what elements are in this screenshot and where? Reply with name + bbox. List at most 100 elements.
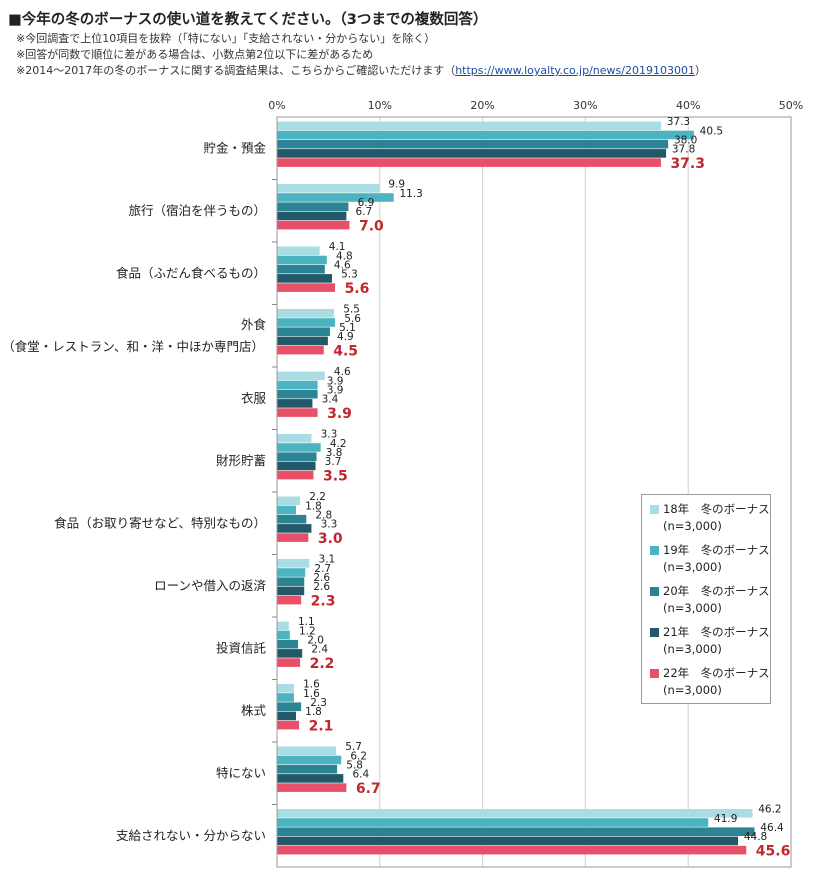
category-label: 旅行（宿泊を伴うもの） xyxy=(128,203,266,218)
data-label: 4.6 xyxy=(334,260,351,272)
data-label: 3.5 xyxy=(323,468,348,484)
x-tick-label: 10% xyxy=(368,99,392,112)
data-label: 1.8 xyxy=(305,500,322,512)
data-label: 5.5 xyxy=(343,304,360,316)
bar-s21 xyxy=(277,711,297,721)
data-label: 1.6 xyxy=(303,688,320,700)
legend-item: 20年 冬のボーナス (n=3,000) xyxy=(650,583,770,624)
data-label: 2.6 xyxy=(313,572,330,584)
bar-s22 xyxy=(277,658,301,667)
data-label: 3.1 xyxy=(319,554,336,566)
note-line-3-prefix: ※2014～2017年の冬のボーナスに関する調査結果は、こちらからご確認いただけ… xyxy=(16,64,456,77)
data-label: 4.9 xyxy=(337,331,354,343)
bar-s21 xyxy=(277,149,667,158)
data-label: 6.2 xyxy=(350,750,367,762)
data-label: 2.4 xyxy=(311,644,328,656)
data-label: 3.8 xyxy=(326,447,343,459)
bar-s22 xyxy=(277,470,314,480)
bar-s19 xyxy=(277,755,342,765)
bar-s20 xyxy=(277,639,299,649)
note-line-1: ※今回調査で上位10項目を抜粋（「特にない」「支給されない・分からない」を除く） xyxy=(16,32,436,45)
bar-s21 xyxy=(277,274,332,283)
bar-s21 xyxy=(277,774,344,783)
data-label: 5.6 xyxy=(345,281,370,297)
data-label: 5.3 xyxy=(341,269,358,281)
data-label: 3.7 xyxy=(325,456,342,468)
bar-s18 xyxy=(277,184,380,193)
page-title: ■今年の冬のボーナスの使い道を教えてください。（3つまでの複数回答） xyxy=(8,12,488,28)
data-label: 1.2 xyxy=(299,625,316,637)
note-line-2: ※回答が同数で順位に差がある場合は、小数点第2位以下に差があるため xyxy=(16,48,374,61)
data-label: 40.5 xyxy=(700,125,723,137)
bar-s19 xyxy=(277,130,694,140)
x-tick-label: 40% xyxy=(676,99,700,112)
bar-s20 xyxy=(277,764,338,774)
data-label: 3.9 xyxy=(327,375,344,387)
data-label: 2.0 xyxy=(307,635,324,647)
bar-s21 xyxy=(277,836,739,846)
data-label: 3.3 xyxy=(321,429,338,441)
legend-label: 21年 冬のボーナス (n=3,000) xyxy=(663,625,770,656)
data-label: 6.9 xyxy=(358,197,375,209)
data-label: 5.6 xyxy=(344,313,361,325)
bar-s22 xyxy=(277,345,324,355)
data-label: 11.3 xyxy=(399,188,422,200)
legend-label: 18年 冬のボーナス (n=3,000) xyxy=(663,502,770,533)
legend-swatch xyxy=(650,546,659,555)
data-label: 3.9 xyxy=(327,385,344,397)
bar-s19 xyxy=(277,693,294,702)
data-label: 6.4 xyxy=(352,769,369,781)
bar-s18 xyxy=(277,684,294,693)
legend-label: 19年 冬のボーナス (n=3,000) xyxy=(663,543,770,574)
data-label: 4.8 xyxy=(336,250,353,262)
source-link[interactable]: https://www.loyalty.co.jp/news/201910300… xyxy=(455,64,695,77)
legend-item: 22年 冬のボーナス (n=3,000) xyxy=(650,665,770,706)
data-label: 3.9 xyxy=(327,406,352,422)
data-label: 46.2 xyxy=(758,804,781,816)
data-label: 4.2 xyxy=(330,438,347,450)
data-label: 44.8 xyxy=(744,831,767,843)
note-line-3-suffix: ） xyxy=(694,64,706,77)
bar-s18 xyxy=(277,809,753,818)
bar-s21 xyxy=(277,524,312,533)
data-label: 37.3 xyxy=(670,156,705,172)
data-label: 6.7 xyxy=(356,781,381,797)
category-label: 衣服 xyxy=(241,390,267,405)
bar-s21 xyxy=(277,211,347,221)
data-label: 1.8 xyxy=(305,706,322,718)
data-label: 2.8 xyxy=(315,510,332,522)
legend-label: 22年 冬のボーナス (n=3,000) xyxy=(663,666,770,697)
data-label: 3.4 xyxy=(322,394,339,406)
x-tick-label: 20% xyxy=(470,99,494,112)
bar-s20 xyxy=(277,577,305,586)
bar-s20 xyxy=(277,389,318,399)
bar-s18 xyxy=(277,434,312,443)
bar-s21 xyxy=(277,399,313,408)
data-label: 41.9 xyxy=(714,813,737,825)
data-label: 5.8 xyxy=(346,760,363,772)
bar-s18 xyxy=(277,309,335,318)
data-label: 38.0 xyxy=(674,135,697,147)
data-label: 1.6 xyxy=(303,679,320,691)
bar-s22 xyxy=(277,783,347,792)
bar-s20 xyxy=(277,702,302,711)
bar-s19 xyxy=(277,255,327,265)
bar-s20 xyxy=(277,827,755,836)
bar-s18 xyxy=(277,621,289,631)
bar-s19 xyxy=(277,505,297,515)
bar-s22 xyxy=(277,220,350,230)
data-label: 3.0 xyxy=(318,531,343,547)
legend-item: 21年 冬のボーナス (n=3,000) xyxy=(650,624,770,665)
category-label: 株式 xyxy=(241,703,267,718)
data-label: 1.1 xyxy=(298,616,315,628)
bar-s19 xyxy=(277,630,290,640)
x-tick-label: 30% xyxy=(573,99,597,112)
category-label: 食品（ふだん食べるもの） xyxy=(116,265,266,280)
data-label: 45.6 xyxy=(756,843,791,859)
bar-s18 xyxy=(277,246,320,256)
data-label: 6.7 xyxy=(356,206,373,218)
data-label: 4.1 xyxy=(329,241,346,253)
data-label: 37.8 xyxy=(672,144,695,156)
bar-s21 xyxy=(277,649,303,658)
legend-swatch xyxy=(650,628,659,637)
